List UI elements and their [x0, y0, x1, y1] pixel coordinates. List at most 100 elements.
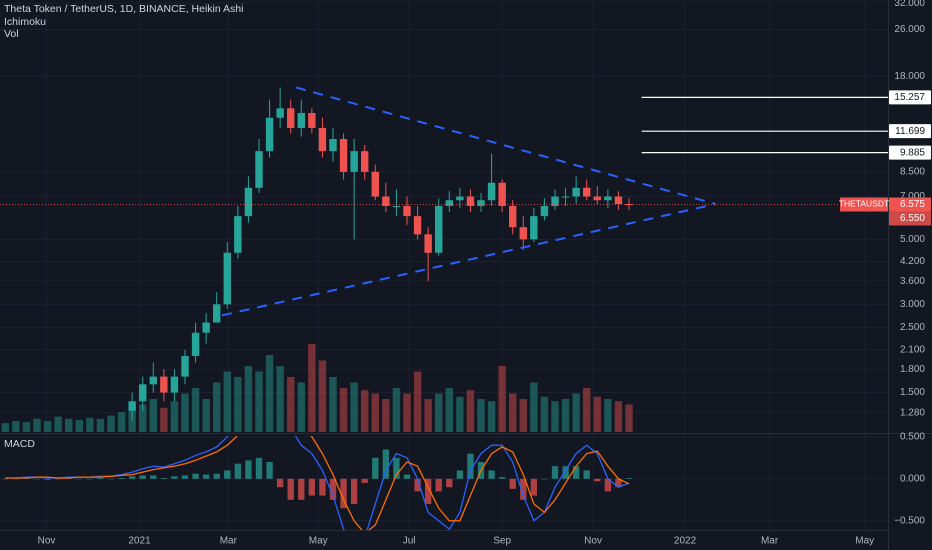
macd-histogram-bar	[118, 477, 125, 479]
macd-histogram-bar	[12, 478, 20, 480]
volume-bar	[498, 366, 506, 432]
candle-body	[424, 234, 432, 253]
macd-histogram-bar	[572, 466, 580, 479]
candle-body	[403, 205, 411, 217]
macd-histogram-bar	[615, 478, 622, 488]
candle-body	[297, 112, 305, 128]
volume-bar	[371, 393, 379, 432]
volume-bar	[572, 393, 580, 432]
macd-histogram-bar	[403, 474, 411, 479]
candle-body	[223, 252, 231, 305]
indicator-label: Ichimoku	[4, 16, 46, 28]
macd-histogram-bar	[202, 474, 210, 479]
candle-body	[149, 376, 157, 385]
x-tick-label: Nov	[38, 536, 56, 547]
macd-histogram-bar	[139, 475, 146, 479]
volume-bar	[551, 401, 559, 432]
y-tick-label: 18.000	[894, 71, 925, 82]
macd-histogram-bar	[446, 478, 453, 488]
y-tick-label: 5.000	[900, 234, 925, 245]
volume-bar	[477, 399, 485, 432]
macd-histogram-bar	[54, 478, 62, 480]
x-tick-label: Nov	[584, 536, 602, 547]
volume-bar	[170, 401, 179, 432]
candle-body	[244, 187, 253, 217]
volume-bar	[75, 419, 83, 432]
volume-bar	[139, 404, 147, 432]
volume-bar	[382, 399, 390, 432]
macd-histogram-bar	[192, 473, 199, 479]
volume-bar	[593, 396, 601, 432]
y-tick-label: 2.500	[900, 322, 925, 333]
volume-bar	[107, 415, 115, 432]
candle-body	[519, 227, 527, 240]
candle-body	[509, 205, 517, 228]
candle-body	[392, 205, 401, 207]
macd-histogram-bar	[456, 470, 464, 479]
candle-body	[413, 216, 422, 235]
y-tick-label: 0.000	[900, 473, 925, 484]
x-tick-label: Mar	[220, 536, 238, 547]
volume-bar	[255, 371, 263, 432]
x-tick-label: Mar	[761, 536, 779, 547]
macd-histogram-bar	[583, 470, 590, 479]
candle-body	[456, 196, 464, 201]
volume-bar	[287, 377, 295, 432]
y-tick-label: 1.800	[900, 364, 925, 375]
macd-histogram-bar	[44, 478, 51, 480]
volume-bar	[297, 382, 305, 432]
x-tick-label: 2022	[674, 536, 697, 547]
volume-bar	[540, 396, 549, 432]
level-label-box	[889, 145, 931, 160]
volume-bar	[487, 401, 496, 432]
volume-bar	[33, 418, 41, 432]
symbol-box	[840, 197, 888, 212]
level-label: 11.699	[895, 126, 925, 137]
macd-histogram-bar	[488, 470, 495, 479]
candle-body	[540, 205, 549, 217]
x-tick-label: May	[855, 536, 874, 547]
volume-bar	[625, 404, 633, 432]
volume-bar	[413, 371, 422, 432]
candle-body	[329, 139, 337, 152]
second-price-label: 6.550	[900, 213, 925, 224]
macd-histogram-bar	[361, 478, 368, 483]
x-tick-label: Sep	[493, 536, 511, 547]
price-box	[889, 211, 931, 226]
candle-body	[361, 151, 369, 172]
volume-bar	[583, 388, 591, 432]
symbol-label: THETAUSDT	[839, 199, 889, 209]
macd-histogram-bar	[255, 457, 263, 479]
macd-histogram-bar	[372, 457, 379, 479]
macd-histogram-bar	[287, 478, 294, 500]
candle-body	[614, 196, 623, 205]
volume-bar	[149, 399, 157, 432]
macd-histogram-bar	[319, 478, 326, 496]
volume-bar	[445, 388, 453, 432]
volume-bar	[244, 366, 253, 432]
candle-body	[371, 171, 379, 197]
candle-body	[604, 196, 612, 201]
volume-bar	[202, 399, 210, 432]
macd-histogram-bar	[562, 466, 569, 479]
candle-body	[561, 196, 570, 198]
trendline	[221, 203, 716, 317]
candle-body	[445, 200, 453, 206]
macd-histogram-bar	[382, 449, 390, 479]
macd-histogram-bar	[181, 475, 189, 479]
volume-bar	[530, 382, 538, 432]
candle-body	[350, 151, 358, 172]
macd-histogram-bar	[414, 478, 421, 492]
candle-body	[191, 332, 200, 356]
macd-histogram-bar	[76, 478, 83, 480]
volume-bar	[604, 399, 612, 432]
y-tick-label: −0.500	[894, 515, 925, 526]
candle-body	[551, 196, 559, 206]
candle-body	[255, 151, 263, 188]
macd-histogram-bar	[160, 477, 168, 479]
candle-body	[128, 401, 136, 411]
candle-body	[181, 355, 189, 377]
y-tick-label: 32.000	[894, 0, 925, 9]
macd-histogram-bar	[350, 478, 358, 504]
